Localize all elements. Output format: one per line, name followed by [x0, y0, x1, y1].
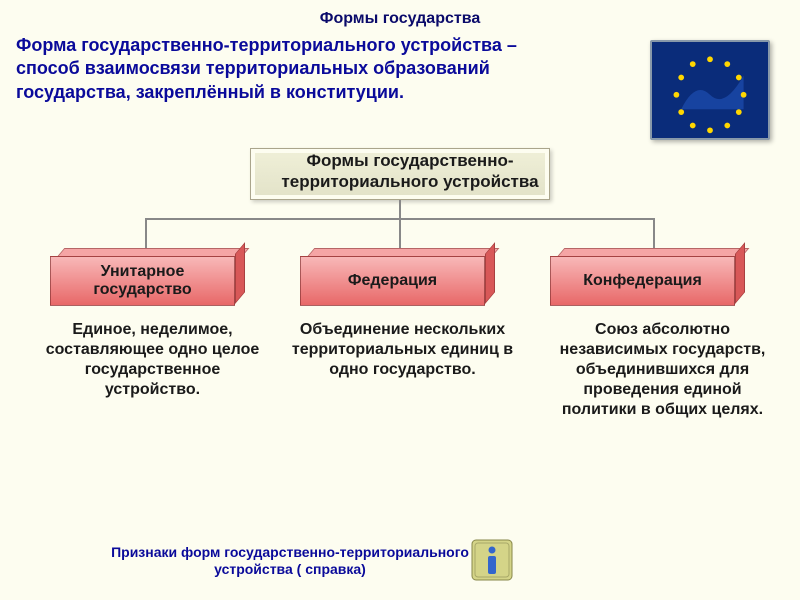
- connector: [145, 218, 147, 250]
- category-label: Федерация: [348, 272, 437, 290]
- category-description: Единое, неделимое, составляющее одно цел…: [40, 320, 265, 400]
- eu-flag-image: [650, 40, 770, 140]
- page-title: Формы государства: [0, 0, 800, 28]
- footer-note: Признаки форм государственно-территориал…: [110, 544, 470, 578]
- category-description: Союз абсолютно независимых государств, о…: [555, 320, 770, 420]
- category-description: Объединение нескольких территориальных е…: [290, 320, 515, 380]
- category-label: Унитарное государство: [55, 263, 230, 299]
- category-box: Унитарное государство: [50, 248, 245, 306]
- connector: [399, 200, 401, 218]
- definition-text: Форма государственно-территориального ус…: [0, 28, 600, 110]
- info-icon[interactable]: [470, 538, 514, 582]
- structure-title: Формы государственно-территориального ус…: [260, 150, 560, 193]
- category-box: Федерация: [300, 248, 495, 306]
- category-box: Конфедерация: [550, 248, 745, 306]
- connector: [653, 218, 655, 250]
- category-label: Конфедерация: [583, 272, 702, 290]
- connector: [399, 218, 401, 250]
